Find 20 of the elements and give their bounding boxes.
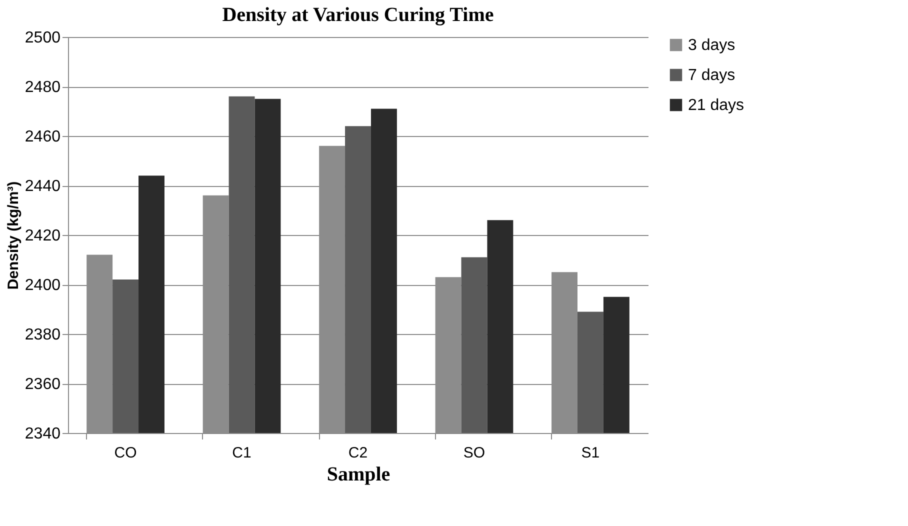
- y-tick-label: 2420: [24, 228, 61, 244]
- y-tick-label: 2380: [24, 326, 61, 344]
- y-axis-title: Density (kg/m³): [4, 181, 22, 290]
- y-tick-label: 2440: [24, 178, 61, 195]
- y-tick-label: 2480: [24, 79, 61, 96]
- y-tick-label: 2500: [24, 30, 61, 46]
- y-tick-label: 2360: [24, 376, 61, 393]
- x-tick-label: S1: [581, 444, 600, 462]
- legend-label: 3 days: [688, 37, 736, 54]
- x-tick-label: CO: [114, 444, 137, 462]
- x-tick-label: C1: [232, 444, 252, 462]
- y-tick-label: 2340: [24, 426, 61, 442]
- x-axis-title: Sample: [326, 464, 390, 486]
- legend-label: 21 days: [688, 97, 744, 114]
- chart-title: Density at Various Curing Time: [222, 4, 494, 26]
- x-tick-label: C2: [348, 444, 368, 462]
- y-tick-label: 2400: [24, 277, 61, 294]
- legend-label: 7 days: [688, 67, 736, 84]
- y-tick-label: 2460: [24, 128, 61, 146]
- x-tick-label: SO: [463, 444, 486, 462]
